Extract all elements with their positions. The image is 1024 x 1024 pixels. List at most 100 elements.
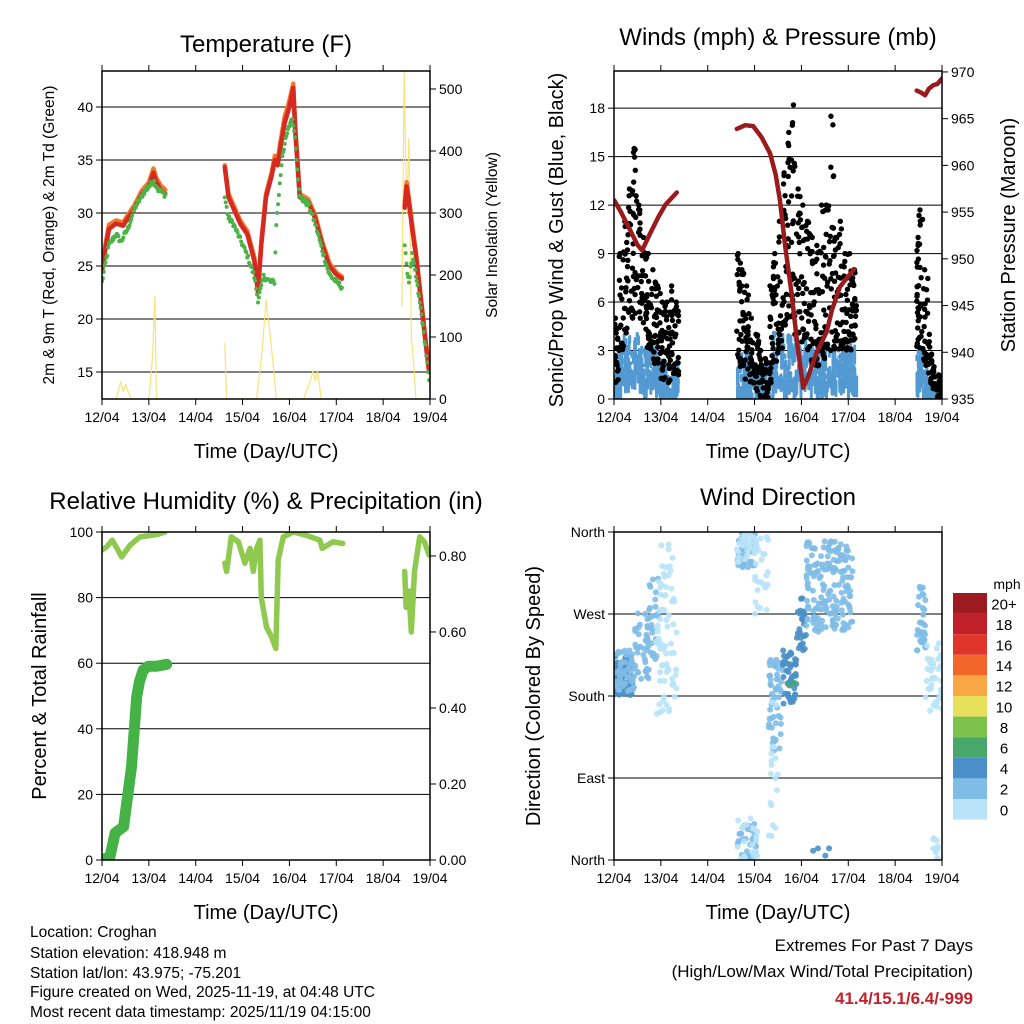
dewpoint-point — [257, 290, 262, 295]
gust-point — [675, 312, 682, 319]
y-tick-label: 40 — [77, 721, 93, 737]
dewpoint-point — [414, 278, 419, 283]
gust-point — [832, 346, 838, 352]
wind-direction-point — [637, 643, 644, 650]
gust-point — [625, 257, 631, 264]
dewpoint-point — [420, 322, 425, 327]
dewpoint-point — [276, 193, 281, 198]
wind-direction-point — [822, 852, 829, 859]
dewpoint-point — [321, 252, 326, 257]
gust-point — [852, 297, 858, 303]
gust-point — [740, 311, 746, 318]
wind-direction-point — [768, 802, 775, 809]
y-tick-label: North — [571, 524, 605, 540]
gust-point — [744, 296, 750, 303]
y-tick-label: 6 — [597, 294, 605, 310]
gust-point — [736, 347, 742, 353]
dewpoint-point — [222, 195, 227, 200]
plot-area — [102, 71, 430, 399]
dewpoint-point — [280, 154, 285, 159]
wind-direction-point — [794, 608, 801, 615]
x-tick-label: 14/04 — [690, 870, 725, 886]
gust-point — [852, 335, 858, 342]
wind-direction-point — [918, 619, 925, 626]
gust-point — [844, 286, 851, 293]
dewpoint-point — [293, 146, 298, 151]
wind-direction-point — [763, 606, 770, 613]
wind-direction-point — [808, 552, 815, 559]
wind-direction-point — [669, 554, 676, 561]
y-right-tick-label: 500 — [439, 81, 463, 97]
gust-point — [942, 385, 947, 390]
gust-point — [800, 202, 806, 208]
wind-direction-point — [935, 640, 942, 647]
winds-panel: 12/04 13/04 14/04 15/04 16/04 17/04 18/04 19/04… — [589, 64, 974, 425]
wind-direction-point — [843, 543, 850, 550]
gust-point — [764, 386, 770, 392]
wind-direction-point — [811, 561, 818, 568]
gust-point — [652, 332, 659, 339]
legend-swatch — [953, 613, 987, 635]
wind-direction-point — [775, 694, 782, 701]
legend-swatch — [953, 675, 987, 696]
wind-direction-point — [839, 568, 846, 575]
gust-point — [734, 271, 740, 278]
gust-point — [918, 303, 924, 309]
rh-series — [102, 532, 430, 652]
x-tick-label: 17/04 — [831, 409, 866, 425]
legend-label: 12 — [996, 679, 1013, 696]
dewpoint-point — [223, 200, 228, 205]
gust-point — [614, 357, 618, 363]
wind-direction-point — [820, 587, 827, 594]
y-right-tick-label: 0.80 — [439, 548, 466, 564]
gust-point — [823, 231, 829, 237]
gust-point — [668, 297, 675, 303]
wind-direction-point — [786, 682, 793, 689]
y-right-tick-label: 300 — [439, 205, 463, 221]
gust-point — [798, 274, 805, 280]
gust-point — [801, 279, 807, 286]
gust-point — [649, 339, 655, 345]
wind-direction-point — [747, 815, 754, 822]
gust-point — [770, 345, 776, 352]
gust-point — [753, 373, 759, 379]
axes: 12/04 13/04 14/04 15/04 16/04 17/04 18/04 19/04… — [589, 64, 974, 425]
gust-point — [919, 328, 925, 335]
gust-point — [844, 297, 851, 303]
dewpoint-point — [407, 275, 412, 280]
wind-direction-point — [647, 604, 654, 611]
gust-point — [741, 289, 748, 295]
y-right-tick-label: 0.60 — [439, 624, 466, 640]
dewpoint-point — [282, 141, 287, 146]
gust-point — [655, 344, 661, 350]
gust-point — [675, 354, 682, 361]
pressure-series — [614, 76, 942, 391]
gust-point — [916, 212, 922, 219]
dewpoint-point — [251, 270, 256, 275]
gust-point — [643, 315, 650, 322]
gust-point — [800, 326, 806, 332]
wind-direction-point — [830, 593, 837, 600]
gust-point — [936, 372, 942, 378]
wind-direction-point — [628, 658, 635, 665]
x-tick-label: 18/04 — [878, 870, 913, 886]
gust-point — [930, 371, 936, 377]
y-tick-label: South — [568, 688, 605, 704]
wind-direction-point — [656, 701, 663, 708]
wind-direction-point — [804, 597, 811, 604]
y-tick-label: 20 — [77, 311, 93, 327]
dewpoint-point — [302, 197, 307, 202]
wind-direction-point — [777, 720, 784, 727]
wind-direction-point — [780, 700, 787, 707]
dewpoint-point — [292, 135, 297, 140]
wind-direction-point — [830, 556, 837, 563]
gust-point — [923, 286, 930, 293]
gust-point — [773, 292, 779, 298]
gust-point — [640, 320, 647, 326]
wind-direction-point — [652, 596, 659, 603]
wind-direction-point — [838, 607, 845, 614]
wind-direction-point — [673, 666, 680, 673]
wind-direction-point — [831, 582, 838, 589]
gust-point — [753, 385, 760, 392]
wind-direction-point — [803, 622, 810, 629]
